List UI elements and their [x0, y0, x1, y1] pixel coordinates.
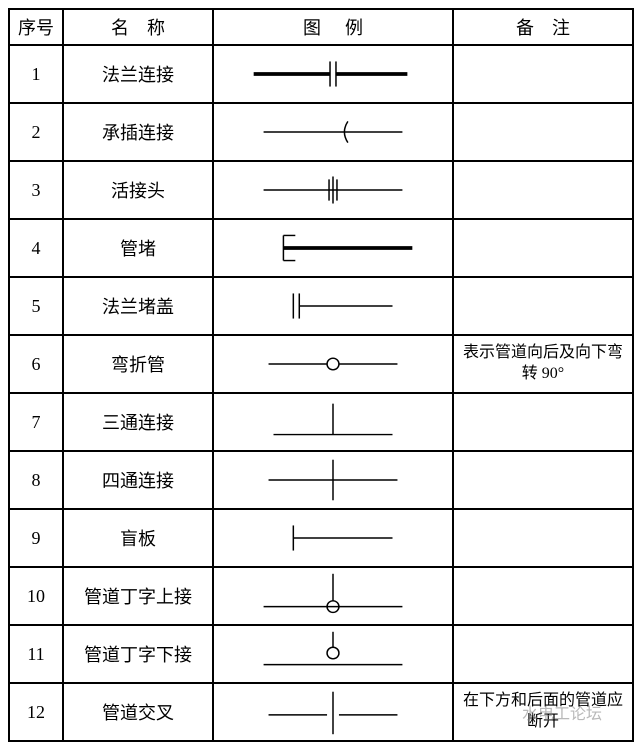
cell-index: 6 — [9, 335, 63, 393]
table-row: 6弯折管 表示管道向后及向下弯转 90° — [9, 335, 633, 393]
cell-index: 7 — [9, 393, 63, 451]
table-row: 1法兰连接 — [9, 45, 633, 103]
cell-symbol — [213, 277, 453, 335]
cell-index: 4 — [9, 219, 63, 277]
cell-symbol — [213, 451, 453, 509]
cell-name: 管堵 — [63, 219, 213, 277]
cell-index: 5 — [9, 277, 63, 335]
cell-name: 承插连接 — [63, 103, 213, 161]
cell-index: 9 — [9, 509, 63, 567]
cell-index: 11 — [9, 625, 63, 683]
cell-symbol — [213, 567, 453, 625]
cell-note — [453, 451, 633, 509]
cell-name: 弯折管 — [63, 335, 213, 393]
cell-name: 法兰连接 — [63, 45, 213, 103]
cell-note: 在下方和后面的管道应断开 — [453, 683, 633, 741]
cell-note — [453, 103, 633, 161]
table-row: 5法兰堵盖 — [9, 277, 633, 335]
cell-symbol — [213, 335, 453, 393]
header-name: 名称 — [63, 9, 213, 45]
cell-note: 表示管道向后及向下弯转 90° — [453, 335, 633, 393]
cell-index: 2 — [9, 103, 63, 161]
cell-symbol — [213, 45, 453, 103]
table-row: 8四通连接 — [9, 451, 633, 509]
cell-index: 3 — [9, 161, 63, 219]
table-row: 4管堵 — [9, 219, 633, 277]
header-index: 序号 — [9, 9, 63, 45]
cell-symbol — [213, 393, 453, 451]
cell-name: 三通连接 — [63, 393, 213, 451]
cell-note — [453, 567, 633, 625]
cell-note — [453, 509, 633, 567]
cell-note — [453, 277, 633, 335]
table-row: 10管道丁字上接 — [9, 567, 633, 625]
pipe-symbols-table: 序号 名称 图例 备注 1法兰连接2承插连接3活接头4管堵5法兰堵盖6弯折管 表示… — [8, 8, 634, 742]
cell-symbol — [213, 219, 453, 277]
table-row: 2承插连接 — [9, 103, 633, 161]
table-body: 1法兰连接2承插连接3活接头4管堵5法兰堵盖6弯折管 表示管道向后及向下弯转 90… — [9, 45, 633, 741]
cell-symbol — [213, 683, 453, 741]
cell-note — [453, 161, 633, 219]
table-row: 11管道丁字下接 — [9, 625, 633, 683]
table-row: 3活接头 — [9, 161, 633, 219]
cell-index: 8 — [9, 451, 63, 509]
cell-note — [453, 219, 633, 277]
note-text: 在下方和后面的管道应断开 — [454, 687, 632, 737]
cell-name: 管道丁字上接 — [63, 567, 213, 625]
cell-name: 管道丁字下接 — [63, 625, 213, 683]
cell-symbol — [213, 103, 453, 161]
cell-symbol — [213, 625, 453, 683]
cell-name: 法兰堵盖 — [63, 277, 213, 335]
note-text: 表示管道向后及向下弯转 90° — [454, 339, 632, 389]
cell-name: 四通连接 — [63, 451, 213, 509]
table-row: 12管道交叉 在下方和后面的管道应断开 — [9, 683, 633, 741]
cell-index: 10 — [9, 567, 63, 625]
cell-note — [453, 393, 633, 451]
cell-note — [453, 625, 633, 683]
table-header-row: 序号 名称 图例 备注 — [9, 9, 633, 45]
header-note: 备注 — [453, 9, 633, 45]
cell-name: 盲板 — [63, 509, 213, 567]
cell-index: 12 — [9, 683, 63, 741]
cell-symbol — [213, 161, 453, 219]
table-row: 9盲板 — [9, 509, 633, 567]
cell-name: 活接头 — [63, 161, 213, 219]
cell-symbol — [213, 509, 453, 567]
cell-index: 1 — [9, 45, 63, 103]
header-symbol: 图例 — [213, 9, 453, 45]
cell-note — [453, 45, 633, 103]
table-row: 7三通连接 — [9, 393, 633, 451]
cell-name: 管道交叉 — [63, 683, 213, 741]
